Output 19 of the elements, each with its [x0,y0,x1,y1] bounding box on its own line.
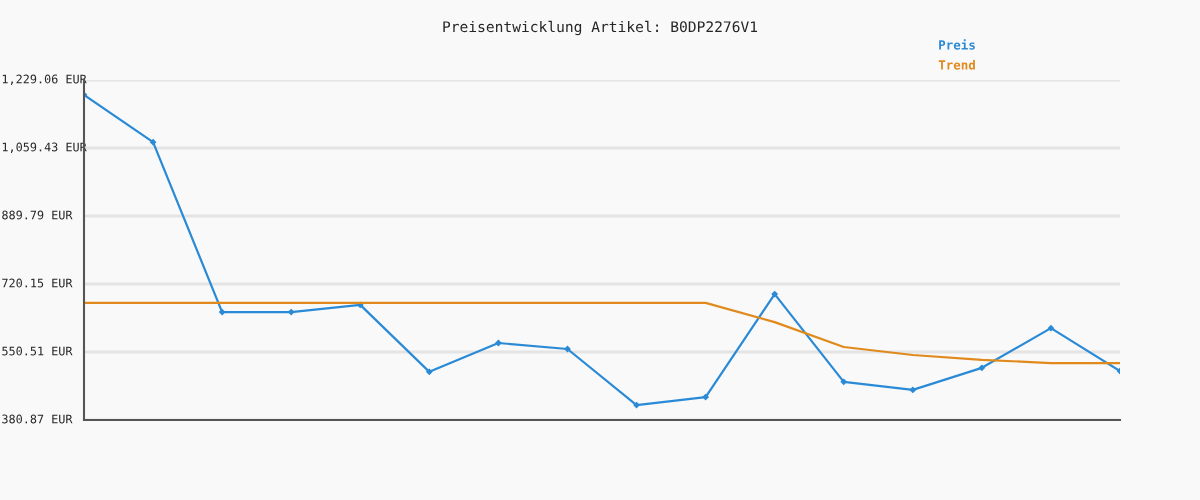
point [149,138,157,146]
y-tick-label: 889.79 EUR [2,210,73,220]
y-tick-label: 380.87 EUR [2,414,73,424]
line-series [84,301,1120,365]
point [633,401,640,409]
point [287,308,295,316]
point [978,364,986,372]
text: Trend [938,59,975,70]
point [771,290,779,298]
point [494,339,502,347]
y-tick-label: 720.15 EUR [2,278,73,288]
point [218,308,226,316]
y-tick-label: 1,229.06 EUR [2,74,87,85]
point [1047,324,1055,332]
chart-title: Preisentwicklung Artikel: B0DP2276V1 [443,20,758,36]
point [909,386,917,394]
text: Preis [939,39,975,50]
point [840,378,848,386]
y-tick-label: 550.51 EUR [2,346,73,356]
